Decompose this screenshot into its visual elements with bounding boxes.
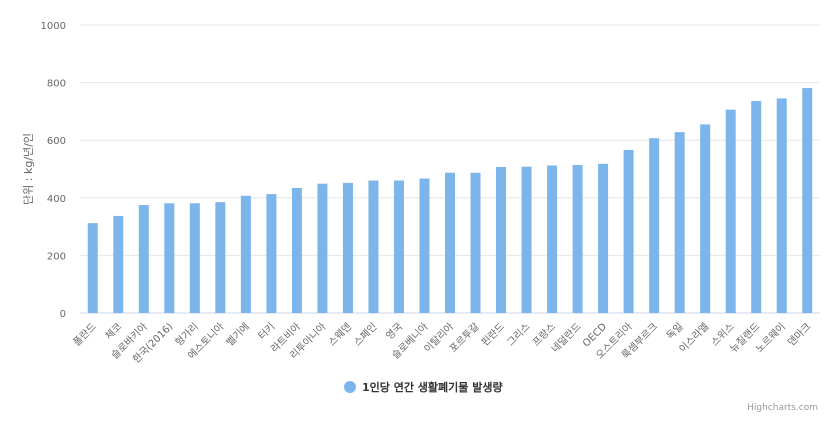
y-tick-label: 600 (47, 136, 66, 147)
y-tick-label: 200 (47, 251, 66, 262)
credits[interactable]: Highcharts.com (747, 403, 818, 413)
bar[interactable] (649, 138, 660, 313)
bar[interactable] (496, 166, 507, 313)
bar[interactable] (215, 202, 226, 313)
bar[interactable] (164, 203, 175, 313)
bar[interactable] (470, 172, 481, 313)
y-tick-label: 1000 (41, 21, 66, 32)
bar[interactable] (751, 101, 762, 313)
bar-series (87, 88, 813, 314)
bar[interactable] (419, 178, 430, 313)
bar[interactable] (317, 183, 328, 313)
x-tick-label: 벨기에 (224, 321, 252, 349)
legend-symbol (344, 381, 356, 393)
bar[interactable] (291, 188, 302, 313)
bar[interactable] (189, 203, 200, 313)
x-tick-label: 덴마크 (785, 321, 813, 349)
bar[interactable] (802, 88, 813, 314)
x-tick-label: 영국 (384, 321, 406, 343)
x-tick-label: 그리스 (505, 321, 533, 349)
y-tick-label: 400 (47, 194, 66, 205)
bar[interactable] (725, 109, 736, 313)
bar[interactable] (87, 223, 98, 313)
y-axis-tick-labels: 0 200 400 600 800 1000 (41, 21, 66, 320)
x-tick-label: 스웨덴 (326, 321, 354, 349)
bar[interactable] (138, 205, 149, 313)
y-axis-title: 단위 : kg/년/인 (22, 133, 35, 205)
legend-label: 1인당 연간 생활폐기물 발생량 (362, 380, 503, 394)
bar[interactable] (240, 195, 251, 313)
y-tick-label: 800 (47, 79, 66, 90)
bar[interactable] (393, 180, 404, 313)
bar[interactable] (700, 124, 711, 313)
x-tick-label: 핀란드 (479, 321, 507, 349)
bar[interactable] (342, 182, 353, 313)
x-tick-label: 독일 (664, 321, 686, 343)
bar[interactable] (266, 194, 277, 313)
y-tick-label: 0 (60, 309, 66, 320)
bar[interactable] (445, 172, 455, 313)
bar[interactable] (521, 166, 532, 313)
bar[interactable] (776, 98, 787, 313)
x-tick-label: 폴란드 (71, 321, 99, 349)
x-tick-label: 스페인 (352, 321, 380, 349)
x-tick-label: 체코 (103, 321, 125, 343)
bar[interactable] (623, 149, 634, 313)
bar[interactable] (547, 165, 558, 313)
bar[interactable] (674, 132, 685, 313)
bar[interactable] (572, 164, 583, 313)
bar[interactable] (113, 215, 124, 313)
legend[interactable]: 1인당 연간 생활폐기물 발생량 (344, 380, 503, 394)
bar[interactable] (368, 180, 379, 313)
x-tick-label: 터키 (256, 321, 278, 343)
bar[interactable] (598, 163, 609, 313)
